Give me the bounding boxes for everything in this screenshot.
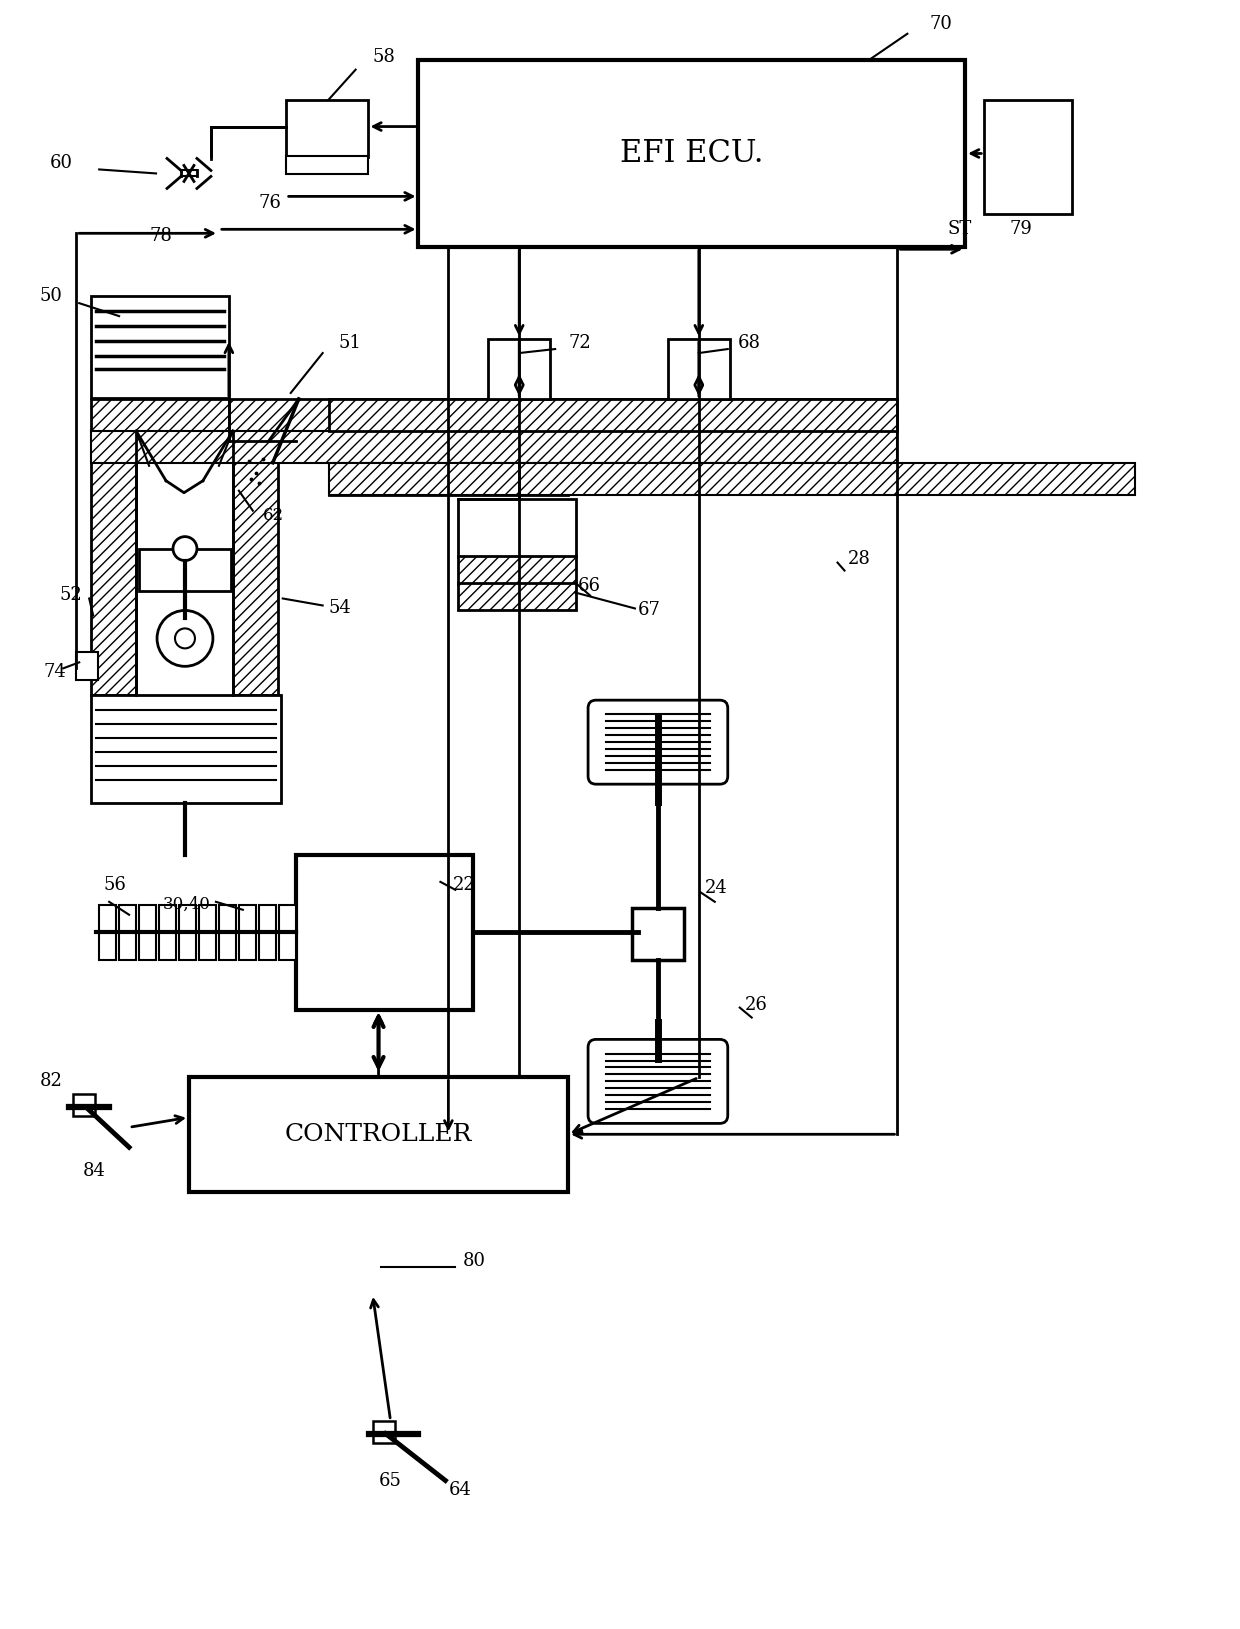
Bar xyxy=(295,855,474,1010)
Bar xyxy=(76,652,98,681)
Text: 54: 54 xyxy=(329,599,351,617)
Text: ST: ST xyxy=(947,220,971,238)
Text: 30,40: 30,40 xyxy=(162,896,211,914)
Bar xyxy=(259,904,275,959)
Bar xyxy=(489,339,551,399)
Text: 28: 28 xyxy=(847,549,870,567)
Circle shape xyxy=(174,536,197,560)
Text: 24: 24 xyxy=(704,878,728,898)
Bar xyxy=(198,904,216,959)
Bar xyxy=(179,904,196,959)
Text: 70: 70 xyxy=(929,15,952,33)
Bar xyxy=(329,463,568,495)
Bar xyxy=(632,907,683,959)
Text: 22: 22 xyxy=(453,876,475,894)
Text: 84: 84 xyxy=(83,1161,107,1179)
Bar xyxy=(92,430,898,463)
Bar xyxy=(239,904,255,959)
Bar xyxy=(139,904,156,959)
Text: 72: 72 xyxy=(568,334,591,352)
Bar xyxy=(285,99,367,158)
Bar xyxy=(139,549,231,590)
Circle shape xyxy=(175,629,195,648)
Bar xyxy=(73,1095,95,1116)
Text: CONTROLLER: CONTROLLER xyxy=(285,1122,472,1145)
Text: 78: 78 xyxy=(149,228,172,246)
Bar xyxy=(668,339,730,399)
Bar xyxy=(459,498,577,557)
Text: 68: 68 xyxy=(738,334,760,352)
Text: 26: 26 xyxy=(745,995,768,1013)
Text: 50: 50 xyxy=(40,287,62,305)
Text: 64: 64 xyxy=(449,1481,471,1499)
Text: EFI ECU.: EFI ECU. xyxy=(620,138,764,169)
Bar xyxy=(418,60,965,248)
Text: 56: 56 xyxy=(103,876,126,894)
Text: 76: 76 xyxy=(259,194,281,212)
Bar xyxy=(119,904,136,959)
Bar xyxy=(459,555,577,583)
Bar xyxy=(372,1420,394,1443)
Bar xyxy=(985,99,1073,215)
Bar xyxy=(329,463,1135,495)
Text: 65: 65 xyxy=(378,1471,402,1489)
Bar xyxy=(233,430,278,696)
Text: 74: 74 xyxy=(43,663,66,681)
Bar xyxy=(285,156,367,174)
Bar xyxy=(279,904,295,959)
Text: 62: 62 xyxy=(263,507,284,525)
Text: 58: 58 xyxy=(372,47,396,65)
Bar xyxy=(99,904,117,959)
Bar xyxy=(92,296,229,397)
FancyBboxPatch shape xyxy=(588,700,728,784)
Text: 80: 80 xyxy=(463,1253,485,1271)
Bar xyxy=(219,904,236,959)
Text: 79: 79 xyxy=(1009,220,1033,238)
Text: 60: 60 xyxy=(50,155,72,173)
Bar xyxy=(92,430,136,696)
Bar xyxy=(188,1077,568,1192)
Bar xyxy=(92,399,898,430)
Bar xyxy=(92,696,280,803)
Bar xyxy=(159,904,176,959)
Bar xyxy=(329,399,898,430)
Text: 67: 67 xyxy=(637,601,661,619)
Circle shape xyxy=(157,611,213,666)
Text: 66: 66 xyxy=(578,577,601,595)
Text: 52: 52 xyxy=(60,586,82,604)
Text: 51: 51 xyxy=(339,334,362,352)
FancyBboxPatch shape xyxy=(588,1039,728,1124)
Bar xyxy=(459,583,577,611)
Text: 82: 82 xyxy=(40,1072,62,1090)
